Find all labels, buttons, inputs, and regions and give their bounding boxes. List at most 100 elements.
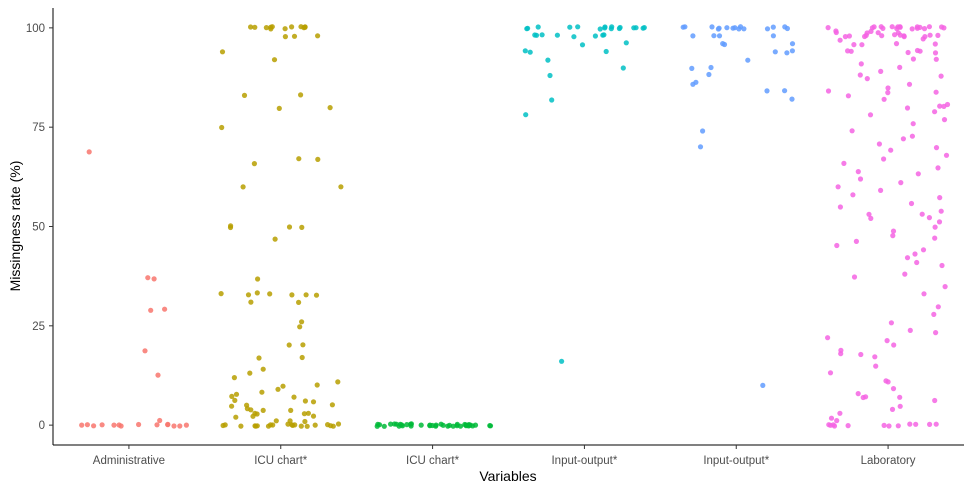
data-point <box>592 33 599 39</box>
data-point <box>932 50 939 56</box>
data-point <box>301 411 307 417</box>
data-point <box>706 71 712 78</box>
data-point <box>288 407 294 413</box>
data-point <box>855 391 861 397</box>
data-point <box>338 184 344 190</box>
data-point <box>850 192 856 198</box>
data-point <box>909 26 915 32</box>
data-point <box>927 421 933 427</box>
data-point <box>466 422 473 428</box>
data-point <box>641 25 647 31</box>
data-point <box>868 28 874 34</box>
data-point <box>623 40 629 46</box>
data-point <box>315 33 321 39</box>
data-point <box>302 24 308 30</box>
data-point <box>921 291 927 297</box>
data-point <box>327 105 333 111</box>
data-point <box>889 406 896 412</box>
data-point <box>892 32 898 38</box>
data-point <box>898 180 904 186</box>
data-point <box>845 423 851 429</box>
data-point <box>680 24 686 30</box>
data-point <box>305 410 311 416</box>
y-tick-label: 25 <box>32 321 45 333</box>
data-point <box>472 422 479 428</box>
data-point <box>745 57 751 63</box>
data-point <box>881 422 887 428</box>
data-point <box>157 417 163 424</box>
data-point <box>609 24 615 30</box>
data-point <box>904 105 911 111</box>
data-point <box>282 34 288 40</box>
data-point <box>849 128 855 134</box>
data-point <box>900 136 907 142</box>
data-point <box>315 156 321 162</box>
data-point <box>910 56 917 62</box>
data-point <box>716 25 722 31</box>
data-point <box>932 109 938 115</box>
data-point <box>297 324 303 330</box>
data-point <box>890 233 896 239</box>
data-point <box>910 121 916 127</box>
y-axis-title: Missingness rate (%) <box>7 161 23 292</box>
data-point <box>86 149 92 155</box>
data-point <box>858 61 864 67</box>
data-point <box>328 423 334 429</box>
data-point <box>868 215 874 221</box>
data-point <box>890 228 897 234</box>
data-point <box>935 304 941 310</box>
data-point <box>314 382 320 388</box>
data-point <box>864 76 870 82</box>
data-point <box>941 117 948 123</box>
data-point <box>177 423 183 429</box>
data-point <box>897 403 903 409</box>
data-point <box>724 25 730 31</box>
data-point <box>932 41 938 47</box>
data-point <box>381 423 387 429</box>
data-point <box>935 165 941 171</box>
data-point <box>302 418 308 425</box>
data-point <box>907 327 913 333</box>
data-point <box>835 184 841 190</box>
data-point <box>260 366 266 372</box>
data-point <box>603 48 609 55</box>
data-point <box>302 398 308 404</box>
data-point <box>231 375 237 381</box>
data-point <box>825 88 832 94</box>
data-point <box>881 96 887 102</box>
data-point <box>867 112 874 118</box>
data-point <box>554 32 561 38</box>
data-point <box>260 407 266 413</box>
data-point <box>256 355 262 361</box>
x-tick-label: Laboratory <box>861 455 916 467</box>
data-point <box>841 160 847 166</box>
data-point <box>937 195 943 201</box>
data-point <box>299 224 305 230</box>
data-point <box>708 64 714 71</box>
x-ticks: Administrative ICU chart* ICU chart* Input-… <box>93 445 916 467</box>
data-point <box>720 41 726 47</box>
data-point <box>860 394 866 401</box>
data-point <box>539 32 545 38</box>
data-point <box>118 423 124 429</box>
data-point <box>286 224 293 230</box>
data-point <box>251 161 257 167</box>
data-point <box>842 34 849 40</box>
data-point <box>741 26 747 32</box>
data-point <box>846 33 853 39</box>
data-point <box>939 262 945 269</box>
data-point <box>220 422 226 429</box>
data-point <box>280 383 286 389</box>
data-point <box>906 81 913 87</box>
data-point <box>84 422 90 428</box>
data-point <box>271 57 278 63</box>
data-point <box>259 389 265 395</box>
data-point <box>79 422 85 428</box>
data-point <box>837 204 844 210</box>
data-point <box>891 342 897 348</box>
data-point <box>932 235 938 241</box>
data-point <box>303 292 309 298</box>
data-point <box>289 292 295 298</box>
data-point <box>827 370 834 376</box>
data-point <box>298 423 304 429</box>
